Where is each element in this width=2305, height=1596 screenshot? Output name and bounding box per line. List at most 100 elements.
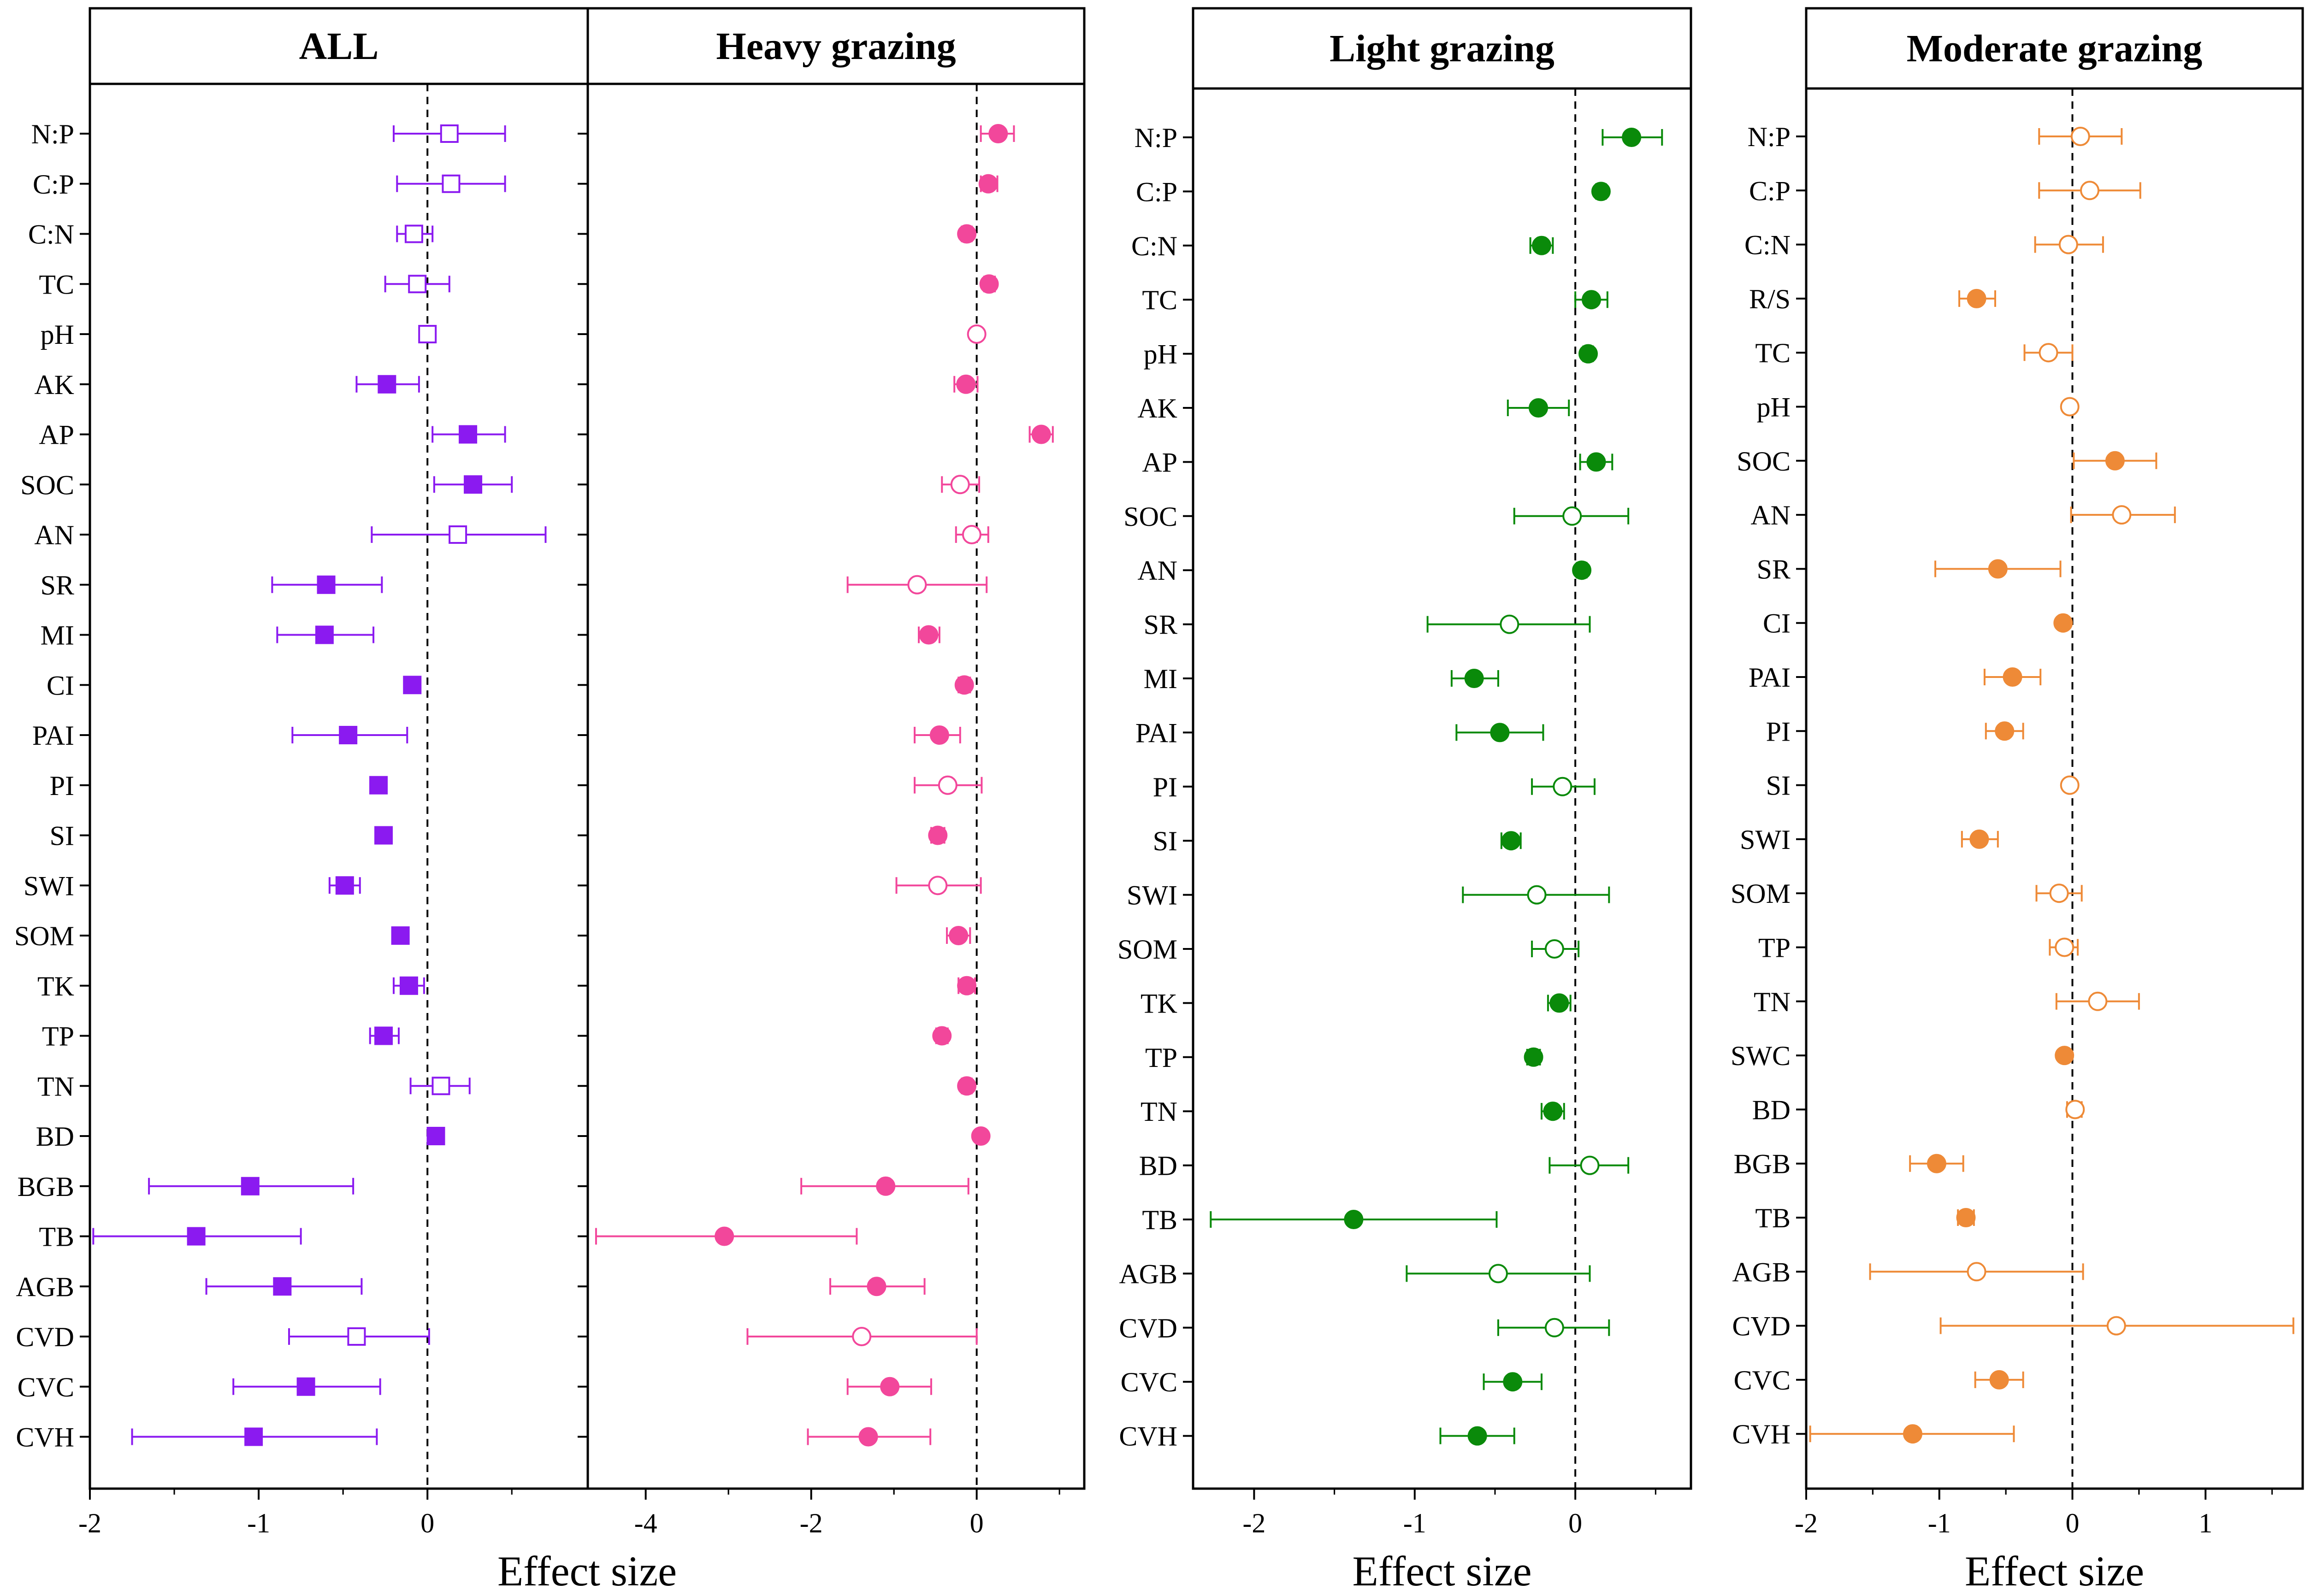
panel-light-grazing-point-n-p (1622, 128, 1642, 147)
panel-light-grazing-ytick-label: CVH (1119, 1421, 1177, 1452)
panel-moderate-grazing-point-bgb (1927, 1154, 1946, 1173)
panel-all-point-som (391, 926, 410, 945)
panel-moderate-grazing-title: Moderate grazing (1907, 27, 2202, 70)
panel-heavy-grazing-point-tb (715, 1226, 734, 1246)
panel-all-ytick-label: BD (36, 1121, 74, 1152)
panel-moderate-grazing-point-cvd (2106, 1316, 2126, 1336)
panel-heavy-grazing-point-si (928, 825, 948, 845)
panel-heavy-grazing-point-tc (979, 274, 999, 294)
panel-heavy-grazing-point-tp (932, 1026, 952, 1046)
panel-moderate-grazing-ytick-label: AGB (1732, 1257, 1791, 1287)
panel-moderate-grazing-ytick-label: SOC (1737, 446, 1791, 477)
panel-moderate-grazing-ytick-label: R/S (1749, 284, 1791, 314)
panel-moderate-grazing-point-n-p (2070, 127, 2090, 146)
panel-heavy-grazing-point-ak (956, 374, 976, 394)
panel-moderate-grazing-ytick-label: TB (1755, 1203, 1791, 1233)
panel-all-point-cvc (296, 1377, 315, 1396)
panel-heavy-grazing-xtick-label: -4 (634, 1508, 657, 1538)
panel-all-point-bd (426, 1127, 445, 1145)
panel-light-grazing-ytick-label: SI (1153, 826, 1177, 856)
panel-light-grazing-point-tp (1524, 1047, 1543, 1067)
panel-moderate-grazing-ytick-label: TN (1754, 987, 1791, 1017)
panel-heavy-grazing-point-bgb (876, 1176, 896, 1196)
panel-moderate-grazing-point-ci (2053, 613, 2073, 633)
panel-moderate-grazing-ytick-label: C:N (1744, 230, 1791, 260)
panel-light-grazing-point-cvh (1467, 1426, 1487, 1446)
panel-moderate-grazing-point-tb (1956, 1208, 1976, 1227)
panel-heavy-grazing-point-c-n (957, 224, 977, 244)
panel-moderate-grazing-point-tc (2039, 343, 2058, 363)
panel-light-grazing-xtick-label: -2 (1242, 1508, 1265, 1538)
panel-light-grazing-point-tk (1549, 993, 1569, 1013)
panel-moderate-grazing-point-bd (2065, 1100, 2085, 1119)
panel-light-grazing-ytick-label: SOM (1117, 934, 1177, 965)
panel-moderate-grazing-point-som (2049, 883, 2069, 903)
panel-moderate-grazing-point-tn (2088, 991, 2108, 1011)
panel-moderate-grazing-ytick-label: CVH (1732, 1419, 1791, 1449)
panel-light-grazing-ytick-label: CVC (1121, 1367, 1177, 1397)
panel-all-title: ALL (299, 25, 379, 68)
panel-moderate-grazing-point-ph (2060, 397, 2080, 417)
panel-all-point-n-p (440, 124, 459, 143)
panel-all-ytick-label: PI (50, 771, 74, 801)
panel-all-ytick-label: SWI (24, 871, 74, 901)
panel-all-point-c-p (442, 174, 461, 193)
panel-moderate-grazing-point-c-p (2080, 181, 2100, 200)
panel-light-grazing-point-mi (1464, 669, 1484, 688)
panel-all-ytick-label: pH (41, 319, 74, 350)
panel-light-grazing-point-pai (1490, 723, 1510, 742)
panel-all-ytick-label: AP (39, 420, 74, 450)
panel-light-grazing-point-pi (1553, 777, 1572, 796)
panel-all-ytick-label: SR (41, 570, 74, 601)
panel-moderate-grazing-ytick-label: N:P (1748, 122, 1791, 152)
panel-heavy-grazing-point-som (949, 926, 969, 945)
panel-moderate-grazing-xtick-label: 1 (2199, 1508, 2212, 1538)
panel-light-grazing-point-an (1572, 560, 1592, 580)
panel-all-ytick-label: N:P (31, 119, 74, 149)
panel-heavy-grazing-xtick-label: -2 (800, 1508, 823, 1538)
panel-heavy-grazing-point-sr (907, 575, 927, 595)
panel-light-grazing-ytick-label: SOC (1123, 501, 1177, 532)
panel-light-grazing-ytick-label: PAI (1135, 718, 1177, 748)
panel-moderate-grazing-ytick-label: BD (1752, 1095, 1791, 1125)
panel-all-point-soc (464, 475, 483, 494)
panel-all-point-cvd (347, 1327, 366, 1346)
panel-light-grazing-point-soc (1562, 506, 1582, 526)
panel-moderate-grazing-point-cvh (1903, 1424, 1922, 1444)
panel-moderate-grazing-point-swi (1969, 829, 1989, 849)
panel-moderate-grazing-frame (1805, 7, 2304, 1490)
panel-all-ytick-label: TK (37, 971, 74, 1001)
panel-all-point-ci (403, 676, 422, 695)
panel-light-grazing-point-cvd (1544, 1318, 1564, 1337)
panel-heavy-grazing-frame (586, 7, 1086, 1490)
panel-all-ytick-label: AGB (16, 1272, 74, 1302)
panel-moderate-grazing-xtick-label: -2 (1795, 1508, 1818, 1538)
panel-moderate-grazing-ytick-label: SR (1757, 554, 1791, 584)
panel-heavy-grazing-xtick-label: 0 (970, 1508, 984, 1538)
panel-all-point-cvh (244, 1427, 263, 1446)
panel-moderate-grazing-ytick-label: SOM (1731, 878, 1791, 909)
panel-light-grazing-point-ap (1586, 452, 1606, 472)
panel-all-point-sr (317, 575, 336, 594)
panel-light-grazing-ytick-label: AGB (1119, 1259, 1177, 1289)
panel-heavy-grazing-point-soc (950, 475, 970, 495)
panel-light-grazing-ytick-label: BD (1139, 1151, 1177, 1181)
panel-heavy-grazing-point-cvd (852, 1327, 872, 1346)
panel-heavy-grazing-title: Heavy grazing (716, 25, 956, 68)
panel-moderate-grazing-xtick-label: -1 (1928, 1508, 1951, 1538)
panel-light-grazing-frame (1192, 7, 1692, 1490)
panel-all-ytick-label: TB (39, 1222, 74, 1252)
panel-all-point-mi (315, 625, 334, 644)
panel-all-xtick-label: -1 (247, 1508, 270, 1538)
panel-light-grazing-xtick-label: 0 (1568, 1508, 1582, 1538)
panel-light-grazing-point-c-n (1532, 236, 1551, 255)
panel-light-grazing-point-si (1501, 831, 1521, 851)
panel-moderate-grazing-ytick-label: pH (1757, 392, 1791, 423)
panel-moderate-grazing-point-sr (1988, 559, 2008, 579)
panel-light-grazing-ytick-label: AP (1142, 447, 1177, 477)
panel-moderate-grazing-ytick-label: CVD (1732, 1311, 1791, 1342)
panel-light-grazing-ytick-label: AK (1137, 393, 1177, 424)
panel-moderate-grazing-point-pai (2003, 667, 2022, 687)
panel-light-grazing-ytick-label: TC (1142, 285, 1177, 315)
